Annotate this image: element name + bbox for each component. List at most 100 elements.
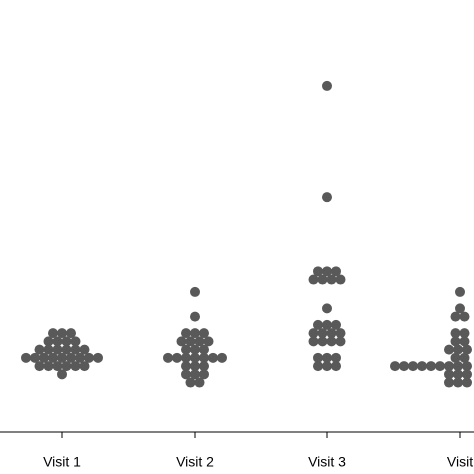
dot (57, 369, 67, 380)
dot (217, 352, 227, 363)
dot (390, 361, 400, 372)
dot (43, 344, 54, 355)
dot (48, 328, 58, 339)
dot (208, 352, 218, 363)
dot (308, 328, 319, 339)
dot (459, 328, 470, 339)
dot (194, 377, 205, 388)
dot (21, 352, 31, 363)
dot (426, 361, 436, 372)
dot (313, 319, 323, 330)
dot (185, 336, 196, 347)
dot (313, 361, 323, 372)
dot (61, 344, 72, 355)
x-tick-label: Visit (447, 454, 473, 470)
dot (199, 328, 209, 339)
dot (450, 328, 461, 339)
dot (52, 361, 63, 372)
dot (417, 361, 427, 372)
dot (66, 352, 76, 363)
dot (335, 336, 346, 347)
dot (322, 192, 332, 203)
dot (322, 319, 332, 330)
dot (57, 352, 67, 363)
dot (70, 336, 81, 347)
dot (308, 274, 319, 285)
dot (399, 361, 409, 372)
dot (66, 328, 76, 339)
dot (39, 352, 49, 363)
dot (331, 361, 341, 372)
dot (462, 377, 472, 388)
dot (70, 344, 81, 355)
dot (462, 344, 472, 355)
dot (181, 361, 191, 372)
dot (61, 336, 72, 347)
dot (459, 352, 470, 363)
dot (190, 361, 200, 372)
dot (317, 336, 328, 347)
dot (326, 336, 337, 347)
dot (84, 352, 94, 363)
dot (181, 352, 191, 363)
dot (322, 361, 332, 372)
dot (199, 344, 209, 355)
dot (462, 369, 472, 380)
dot (331, 266, 341, 277)
dot (52, 336, 63, 347)
dot (185, 377, 196, 388)
dot (313, 352, 323, 363)
dot (190, 352, 200, 363)
x-tick-label: Visit 2 (176, 454, 214, 470)
dot (79, 361, 90, 372)
dot (335, 328, 346, 339)
dot (444, 377, 454, 388)
dot (34, 344, 45, 355)
x-tick-label: Visit 3 (308, 454, 346, 470)
dot (308, 336, 319, 347)
dot (317, 274, 328, 285)
dot (190, 286, 200, 297)
dot (190, 369, 200, 380)
dot (93, 352, 103, 363)
dot (75, 352, 85, 363)
dot (408, 361, 418, 372)
dot (61, 361, 72, 372)
dot (455, 286, 465, 297)
dot (317, 328, 328, 339)
dot (444, 369, 454, 380)
dot (203, 336, 214, 347)
dot (199, 361, 209, 372)
dot (326, 328, 337, 339)
dot (176, 336, 187, 347)
dot (43, 336, 54, 347)
dot (453, 344, 463, 355)
dot (459, 336, 470, 347)
dot (30, 352, 40, 363)
dot (181, 369, 191, 380)
dot (70, 361, 81, 372)
dot (322, 266, 332, 277)
dot (453, 361, 463, 372)
dot (450, 352, 461, 363)
dot (181, 344, 191, 355)
dot (322, 303, 332, 314)
dot (322, 352, 332, 363)
dot (48, 352, 58, 363)
dot (459, 311, 470, 322)
x-tick-label: Visit 1 (43, 454, 81, 470)
dot (322, 80, 332, 91)
dot (450, 311, 461, 322)
dot (43, 361, 54, 372)
dot (190, 311, 200, 322)
dot (450, 336, 461, 347)
dot (444, 361, 454, 372)
dot (462, 361, 472, 372)
dot (444, 344, 454, 355)
dot (163, 352, 173, 363)
dot (453, 369, 463, 380)
dot (335, 274, 346, 285)
dot (181, 328, 191, 339)
dot (331, 352, 341, 363)
